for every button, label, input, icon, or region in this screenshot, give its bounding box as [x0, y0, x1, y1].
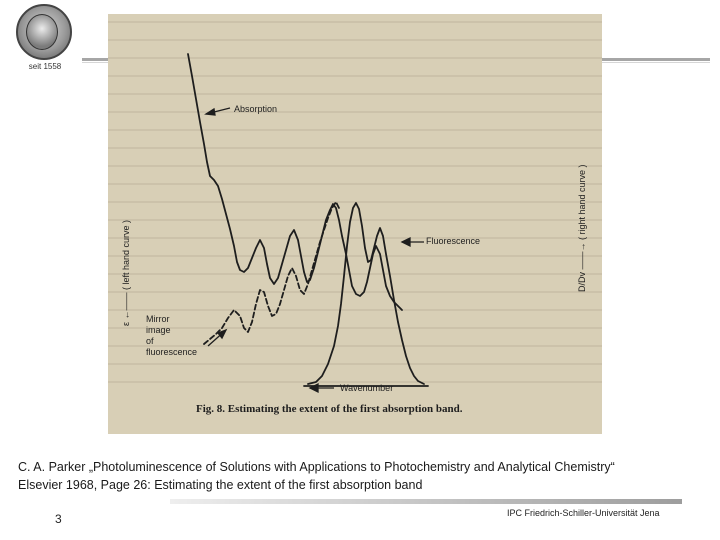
- mirror-arrowhead: [216, 328, 228, 340]
- wavenumber-label: Wavenumber: [340, 383, 393, 393]
- citation-line-1: C. A. Parker „Photoluminescence of Solut…: [18, 460, 615, 474]
- page-number: 3: [55, 512, 62, 526]
- institute-name: IPC Friedrich-Schiller-Universität Jena: [507, 508, 660, 518]
- absorption-label: Absorption: [234, 104, 277, 114]
- absorption-arrowhead: [204, 107, 216, 116]
- bleed-through-text: [108, 21, 602, 383]
- right-axis-label: D/Dv ——→ ( right hand curve ): [577, 164, 587, 292]
- seal-outer-ring: [16, 4, 72, 60]
- absorption-curve: [187, 53, 403, 311]
- mirror-label-line3: of: [146, 336, 154, 346]
- citation-line-2: Elsevier 1968, Page 26: Estimating the e…: [18, 478, 423, 492]
- seal-portrait: [26, 14, 58, 50]
- source-citation: C. A. Parker „Photoluminescence of Solut…: [18, 458, 708, 494]
- figure-drawing: Absorption Fluorescence Mirror image of …: [108, 21, 602, 415]
- figure-caption: Fig. 8. Estimating the extent of the fir…: [196, 403, 463, 415]
- mirror-label-line1: Mirror: [146, 314, 170, 324]
- footer-rule: [170, 499, 682, 504]
- mirror-label-line4: fluorescence: [146, 347, 197, 357]
- fluorescence-curve: [307, 202, 425, 385]
- mirror-image-curve: [203, 201, 341, 345]
- seal-since-text: seit 1558: [28, 62, 62, 71]
- university-seal-logo: seit 1558: [14, 4, 76, 74]
- fluorescence-arrowhead: [400, 236, 411, 248]
- fluorescence-label: Fluorescence: [426, 236, 480, 246]
- scanned-figure: Absorption Fluorescence Mirror image of …: [108, 14, 602, 434]
- wavenumber-arrowhead: [308, 382, 319, 394]
- left-axis-label: ε ←—— ( left hand curve ): [121, 220, 131, 326]
- mirror-label-line2: image: [146, 325, 171, 335]
